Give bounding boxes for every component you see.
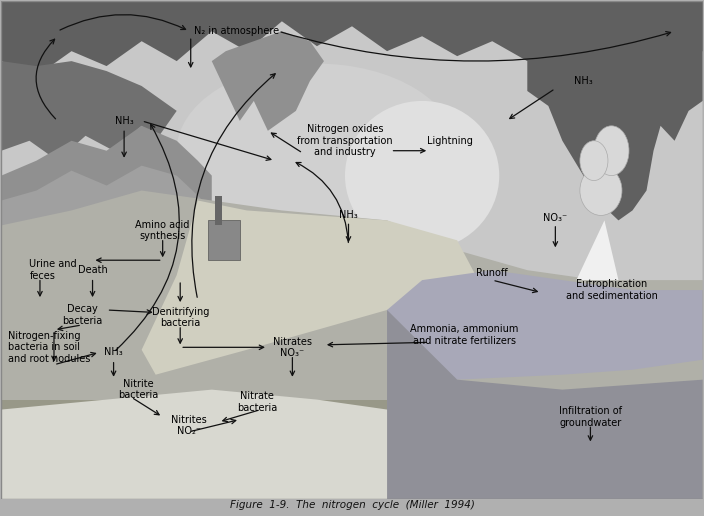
Text: Amino acid
synthesis: Amino acid synthesis	[135, 219, 190, 241]
Polygon shape	[1, 61, 177, 160]
Polygon shape	[1, 390, 387, 499]
Text: NH₃: NH₃	[104, 347, 123, 357]
Text: Runoff: Runoff	[477, 268, 508, 278]
Text: Lightning: Lightning	[427, 136, 473, 146]
Text: Death: Death	[77, 265, 108, 275]
Text: Nitrites
NO₂⁻: Nitrites NO₂⁻	[171, 415, 206, 436]
Ellipse shape	[580, 166, 622, 215]
Text: Decay
bacteria: Decay bacteria	[62, 304, 102, 326]
Text: Urine and
feces: Urine and feces	[30, 260, 77, 281]
Ellipse shape	[580, 141, 608, 181]
Polygon shape	[577, 220, 619, 280]
Text: Eutrophication
and sedimentation: Eutrophication and sedimentation	[565, 279, 658, 301]
Bar	[208, 220, 240, 260]
Polygon shape	[212, 31, 324, 131]
Ellipse shape	[177, 63, 457, 238]
Text: Nitrogen-fixing
bacteria in soil
and root nodules: Nitrogen-fixing bacteria in soil and roo…	[8, 331, 91, 364]
Ellipse shape	[345, 101, 499, 250]
Polygon shape	[1, 2, 703, 76]
Text: N₂ in atmosphere: N₂ in atmosphere	[194, 26, 279, 36]
Polygon shape	[1, 190, 703, 499]
Text: Nitrogen oxides
from transportation
and industry: Nitrogen oxides from transportation and …	[297, 124, 393, 157]
Polygon shape	[1, 126, 212, 225]
Polygon shape	[1, 166, 212, 250]
Polygon shape	[387, 310, 703, 499]
Bar	[215, 196, 222, 225]
Text: NO₃⁻: NO₃⁻	[543, 213, 567, 223]
Text: Infiltration of
groundwater: Infiltration of groundwater	[559, 406, 622, 428]
Polygon shape	[387, 270, 703, 380]
Text: Nitrates
NO₃⁻: Nitrates NO₃⁻	[273, 336, 312, 358]
Text: Nitrite
bacteria: Nitrite bacteria	[118, 379, 158, 400]
Text: Figure  1-9.  The  nitrogen  cycle  (Miller  1994): Figure 1-9. The nitrogen cycle (Miller 1…	[230, 500, 474, 510]
Polygon shape	[1, 399, 387, 499]
Polygon shape	[142, 201, 478, 375]
Text: Nitrate
bacteria: Nitrate bacteria	[237, 391, 277, 413]
Text: NH₃: NH₃	[339, 211, 358, 220]
Text: Ammonia, ammonium
and nitrate fertilizers: Ammonia, ammonium and nitrate fertilizer…	[410, 324, 518, 346]
Polygon shape	[527, 2, 703, 220]
Text: NH₃: NH₃	[115, 116, 134, 126]
Text: Denitrifying
bacteria: Denitrifying bacteria	[151, 307, 209, 328]
Ellipse shape	[594, 126, 629, 175]
Text: NH₃: NH₃	[574, 76, 593, 86]
